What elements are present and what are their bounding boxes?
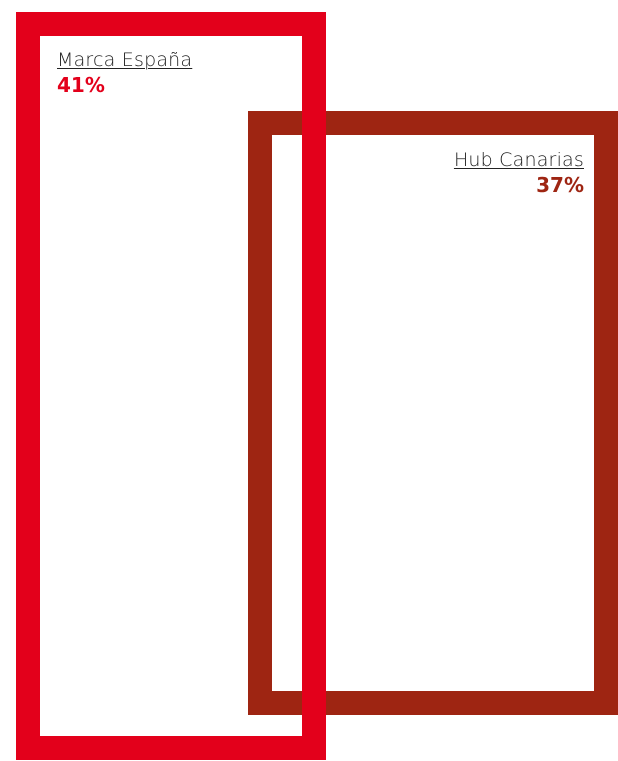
marca-espana-label: Marca España [57,49,193,71]
hub-canarias-label: Hub Canarias [453,149,584,171]
marca-espana-label-group: Marca España 41% [57,48,192,98]
hub-canarias-frame [248,111,618,715]
marca-espana-frame [16,12,326,760]
hub-canarias-value: 37% [536,173,584,197]
hub-canarias-label-group: Hub Canarias 37% [454,148,584,198]
marca-espana-value: 41% [57,73,105,97]
